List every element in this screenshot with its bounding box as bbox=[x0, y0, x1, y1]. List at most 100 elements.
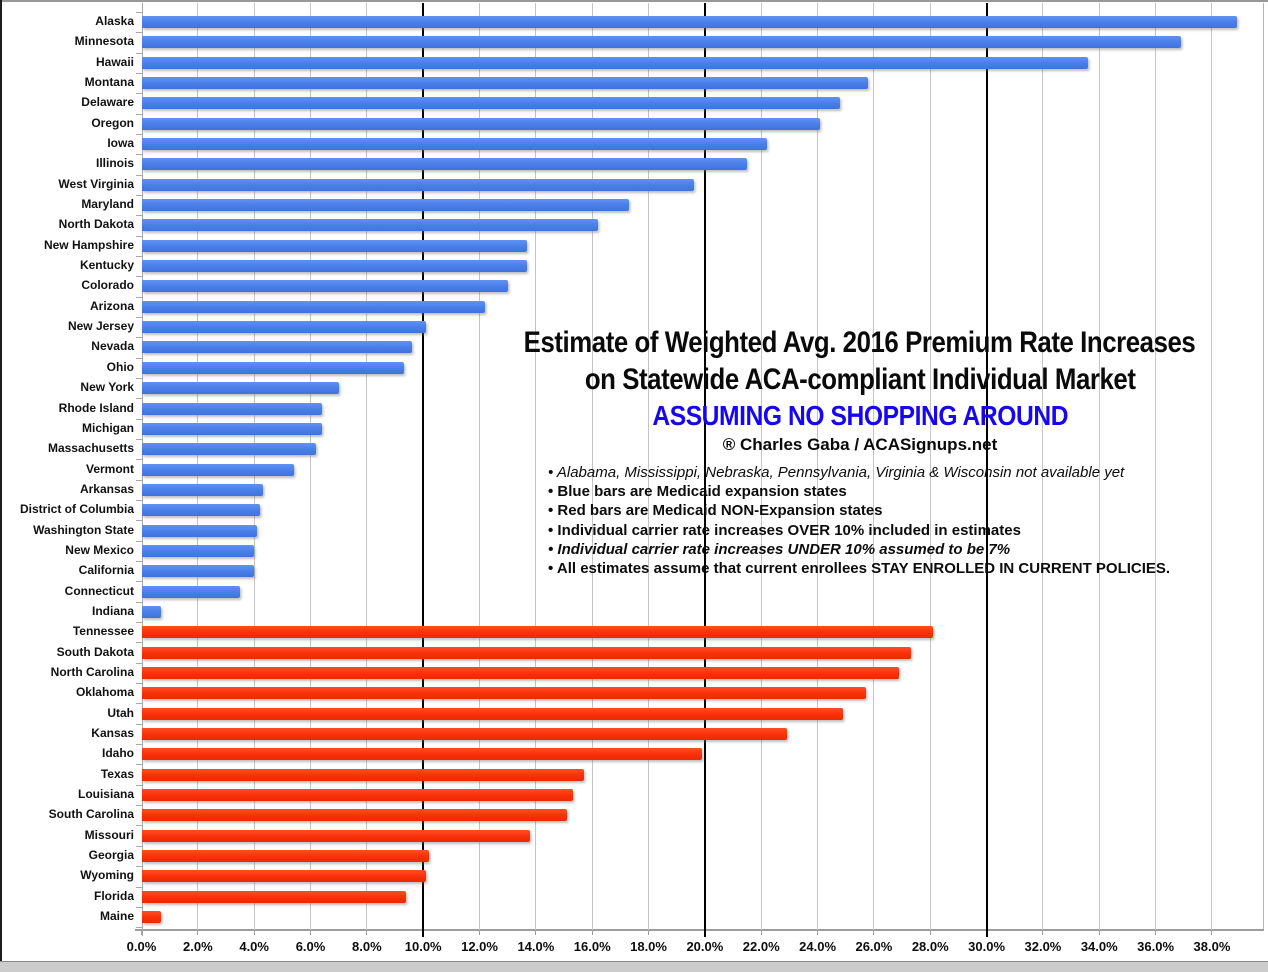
gridline-minor-24 bbox=[817, 3, 819, 930]
y-axis-tick bbox=[135, 723, 142, 725]
y-axis-tick bbox=[135, 52, 142, 54]
window-bottom-strip bbox=[0, 961, 1268, 972]
note-item-5: • Individual carrier rate increases UNDE… bbox=[548, 540, 1011, 558]
note-item-4: • Individual carrier rate increases OVER… bbox=[548, 521, 1021, 539]
y-axis-tick bbox=[135, 296, 142, 298]
bar-delaware bbox=[141, 97, 841, 110]
y-axis-tick bbox=[135, 32, 142, 34]
y-axis-tick bbox=[135, 581, 142, 583]
bar-oklahoma bbox=[141, 687, 866, 700]
bar-oregon bbox=[141, 117, 821, 130]
state-label-tennessee: Tennessee bbox=[72, 624, 134, 639]
state-label-wyoming: Wyoming bbox=[80, 868, 134, 883]
y-axis-tick bbox=[135, 784, 142, 786]
gridline-minor-28 bbox=[929, 3, 931, 930]
state-label-north-carolina: North Carolina bbox=[50, 664, 134, 679]
x-axis-tick-34 bbox=[1098, 930, 1100, 935]
y-axis-tick bbox=[135, 825, 142, 827]
x-tick-label-30: 30.0% bbox=[968, 939, 1006, 954]
bar-new-york bbox=[141, 382, 339, 395]
bar-utah bbox=[141, 707, 843, 720]
x-tick-label-20: 20.0% bbox=[686, 939, 724, 954]
window-top-edge bbox=[0, 0, 1268, 2]
y-axis-tick bbox=[135, 906, 142, 908]
window-left-edge bbox=[0, 0, 2, 961]
y-axis-tick bbox=[135, 703, 142, 705]
y-axis-tick bbox=[135, 764, 142, 766]
gridline-minor-18 bbox=[648, 3, 650, 930]
x-tick-label-18: 18.0% bbox=[630, 939, 667, 954]
x-axis-tick-20 bbox=[703, 930, 706, 937]
x-tick-label-0: 0.0% bbox=[126, 939, 157, 954]
x-tick-label-28: 28.0% bbox=[911, 939, 949, 954]
gridline-major-20 bbox=[703, 3, 706, 930]
bar-kansas bbox=[141, 727, 787, 740]
bar-michigan bbox=[141, 422, 322, 435]
y-axis-tick bbox=[135, 235, 142, 237]
state-label-illinois: Illinois bbox=[95, 156, 134, 171]
state-label-missouri: Missouri bbox=[84, 827, 134, 842]
state-label-vermont: Vermont bbox=[85, 461, 134, 476]
state-label-district-of-columbia: District of Columbia bbox=[19, 502, 134, 517]
x-axis-tick-28 bbox=[929, 930, 931, 935]
y-axis-tick bbox=[135, 805, 142, 807]
state-label-arkansas: Arkansas bbox=[79, 481, 134, 496]
y-axis-tick bbox=[135, 398, 142, 400]
state-label-oregon: Oregon bbox=[91, 115, 134, 130]
x-axis-tick-12 bbox=[479, 930, 481, 935]
bar-west-virginia bbox=[141, 178, 694, 191]
bar-minnesota bbox=[141, 36, 1181, 49]
state-label-michigan: Michigan bbox=[81, 420, 134, 435]
bar-north-carolina bbox=[141, 666, 900, 679]
state-label-arizona: Arizona bbox=[89, 298, 134, 313]
y-axis-tick bbox=[135, 744, 142, 746]
x-tick-label-16: 16.0% bbox=[573, 939, 611, 954]
bar-maine bbox=[141, 911, 162, 923]
gridline-minor-36 bbox=[1155, 3, 1157, 930]
note-item-3: • Red bars are Medicaid NON-Expansion st… bbox=[548, 502, 883, 520]
state-label-georgia: Georgia bbox=[88, 847, 134, 862]
state-label-north-dakota: North Dakota bbox=[58, 217, 134, 232]
bar-wyoming bbox=[141, 870, 426, 883]
y-axis-tick bbox=[135, 479, 142, 481]
bar-south-carolina bbox=[141, 809, 567, 822]
gridline-major-30 bbox=[985, 3, 988, 930]
y-axis-tick bbox=[135, 418, 142, 420]
x-axis-tick-4 bbox=[253, 930, 255, 935]
state-label-delaware: Delaware bbox=[81, 95, 134, 110]
x-axis-tick-24 bbox=[817, 930, 819, 935]
state-label-south-carolina: South Carolina bbox=[48, 807, 134, 822]
state-label-south-dakota: South Dakota bbox=[56, 644, 134, 659]
x-axis-tick-26 bbox=[873, 930, 875, 935]
chart-title-block: Estimate of Weighted Avg. 2016 Premium R… bbox=[455, 324, 1265, 457]
state-label-colorado: Colorado bbox=[81, 278, 134, 293]
state-label-idaho: Idaho bbox=[102, 746, 134, 761]
state-label-florida: Florida bbox=[93, 888, 134, 903]
x-tick-label-38: 38.0% bbox=[1193, 939, 1231, 954]
y-axis-tick bbox=[135, 357, 142, 359]
state-label-new-mexico: New Mexico bbox=[65, 542, 134, 557]
state-label-connecticut: Connecticut bbox=[64, 583, 134, 598]
chart-credit: ® Charles Gaba / ACASignups.net bbox=[722, 435, 998, 454]
state-label-west-virginia: West Virginia bbox=[58, 176, 134, 191]
x-axis-tick-36 bbox=[1155, 930, 1157, 935]
bar-arizona bbox=[141, 300, 486, 313]
x-axis-tick-32 bbox=[1042, 930, 1044, 935]
y-axis-tick bbox=[135, 11, 142, 13]
y-axis-tick bbox=[135, 72, 142, 74]
x-axis-tick-2 bbox=[197, 930, 199, 935]
y-axis-tick bbox=[135, 662, 142, 664]
y-axis-tick bbox=[135, 133, 142, 135]
gridline-minor-22 bbox=[760, 3, 762, 930]
x-tick-label-4: 4.0% bbox=[239, 939, 269, 954]
x-tick-label-36: 36.0% bbox=[1137, 939, 1175, 954]
bar-colorado bbox=[141, 280, 508, 293]
bar-washington-state bbox=[141, 524, 257, 537]
gridline-minor-26 bbox=[873, 3, 875, 930]
y-axis-tick bbox=[135, 642, 142, 644]
bar-district-of-columbia bbox=[141, 504, 260, 517]
state-label-maryland: Maryland bbox=[81, 197, 134, 212]
y-axis-tick bbox=[135, 459, 142, 461]
y-axis-tick bbox=[135, 439, 142, 440]
